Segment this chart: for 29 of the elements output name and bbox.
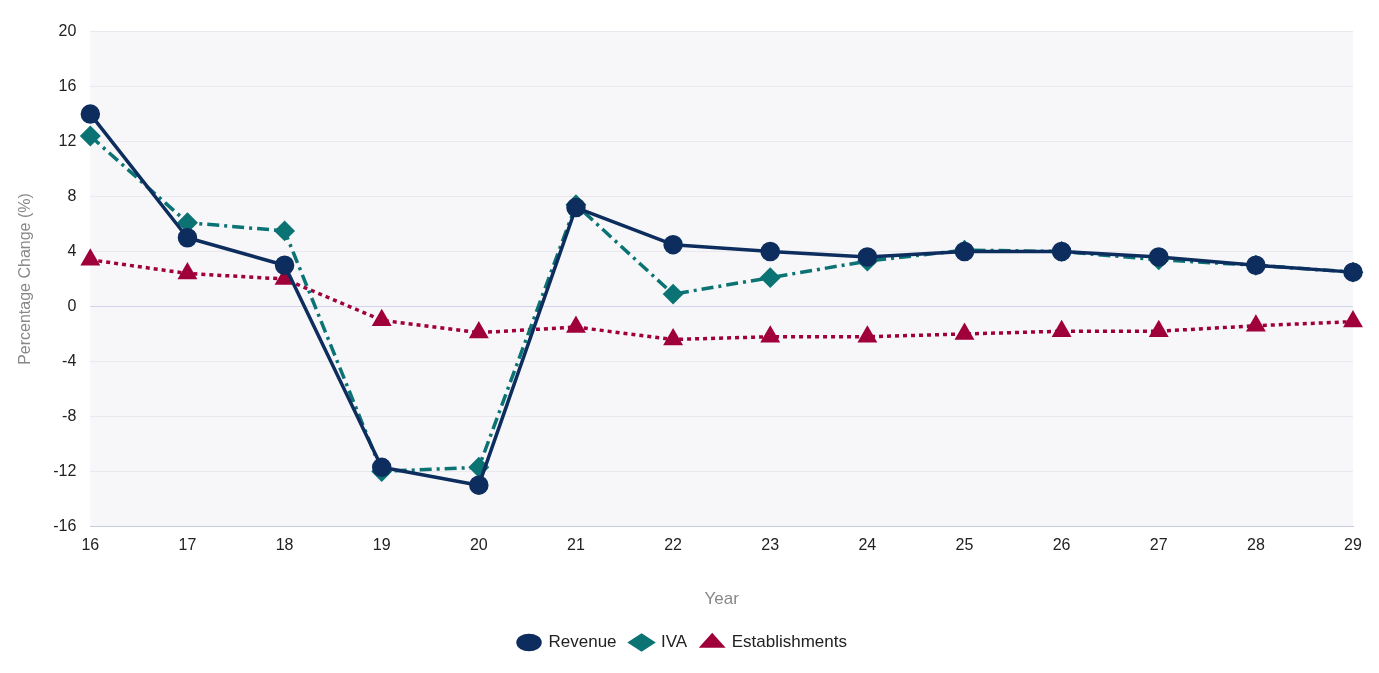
- x-tick-label: 27: [1149, 536, 1168, 554]
- y-axis-title: Percentage Change (%): [16, 193, 34, 365]
- x-tick-label: 21: [567, 536, 585, 554]
- x-tick-label: 22: [664, 536, 683, 554]
- legend-label: Revenue: [548, 632, 617, 652]
- y-tick-label: -8: [62, 406, 77, 424]
- x-tick-label: 19: [372, 536, 391, 554]
- y-tick-label: 16: [58, 76, 77, 94]
- legend-label: IVA: [661, 632, 688, 652]
- x-tick-label: 24: [858, 536, 877, 554]
- y-tick-label: 8: [67, 186, 77, 204]
- x-tick-label: 25: [955, 536, 974, 554]
- x-tick-label: 18: [275, 536, 294, 554]
- x-tick-label: 16: [81, 536, 100, 554]
- x-tick-label: 28: [1246, 536, 1265, 554]
- x-tick-label: 29: [1344, 536, 1362, 554]
- x-tick-label: 23: [761, 536, 780, 554]
- x-tick-label: 17: [178, 536, 197, 554]
- y-tick-label: 4: [67, 241, 77, 259]
- y-tick-label: 20: [58, 22, 77, 40]
- x-axis-title: Year: [704, 589, 740, 609]
- y-tick-label: 0: [67, 296, 77, 314]
- y-tick-label: 12: [58, 131, 77, 149]
- legend-label: Establishments: [731, 632, 847, 652]
- x-tick-label: 20: [469, 536, 488, 554]
- y-tick-label: -12: [53, 461, 77, 479]
- y-tick-label: -4: [62, 351, 77, 369]
- y-tick-label: -16: [53, 516, 77, 534]
- x-tick-label: 26: [1052, 536, 1071, 554]
